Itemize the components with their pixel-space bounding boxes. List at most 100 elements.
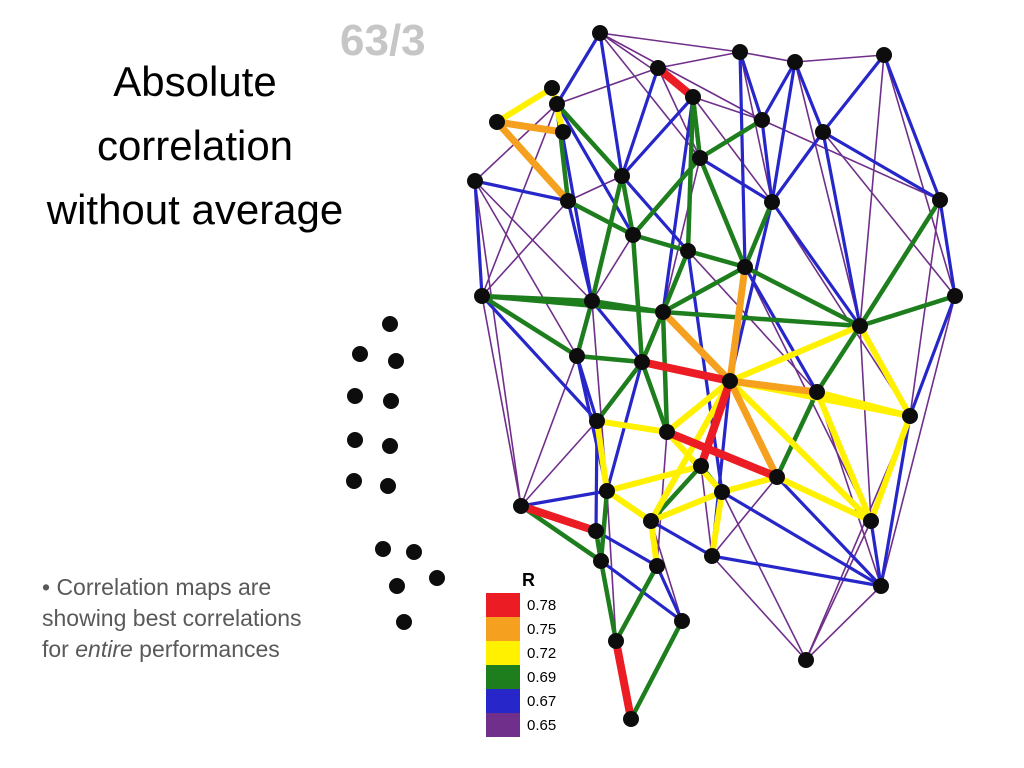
- graph-edge-blue: [661, 95, 695, 314]
- graph-node: [347, 388, 363, 404]
- graph-node: [406, 544, 422, 560]
- graph-edge-blue: [869, 519, 883, 588]
- graph-edge-yellow: [727, 323, 863, 384]
- graph-node: [513, 498, 529, 514]
- graph-edge-yellow: [814, 389, 874, 524]
- graph-edge-green: [660, 248, 691, 315]
- legend-label-green: 0.69: [527, 668, 557, 686]
- graph-node: [643, 513, 659, 529]
- graph-edge-blue: [555, 102, 635, 237]
- graph-node: [382, 316, 398, 332]
- graph-node: [589, 413, 605, 429]
- graph-edge-purple: [805, 585, 882, 661]
- graph-edge-purple: [700, 465, 713, 557]
- graph-edge-blue: [720, 490, 883, 588]
- graph-node: [569, 348, 585, 364]
- graph-edge-yellow: [594, 418, 610, 494]
- graph-node: [623, 711, 639, 727]
- legend-swatch-yellow: [486, 641, 520, 665]
- graph-edge-blue: [590, 299, 644, 364]
- slide-title: Absolute correlation without average: [46, 58, 344, 233]
- graph-edge-blue: [882, 53, 942, 202]
- graph-edge-purple: [794, 61, 861, 327]
- bullet-line-1: • Correlation maps are: [42, 574, 272, 600]
- graph-edge-blue: [738, 50, 747, 269]
- graph-node: [375, 541, 391, 557]
- graph-edge-yellow: [727, 378, 874, 524]
- slide-number: 63/3: [340, 16, 426, 65]
- graph-edge-green: [660, 264, 748, 315]
- graph-node: [685, 89, 701, 105]
- graph-edge-purple: [520, 420, 598, 507]
- graph-edge-orange: [726, 377, 781, 481]
- graph-edge-green: [685, 94, 696, 254]
- graph-edge-green: [613, 563, 660, 644]
- graph-edge-blue: [710, 554, 883, 588]
- graph-node: [902, 408, 918, 424]
- graph-edge-purple: [657, 51, 741, 69]
- graph-node: [876, 47, 892, 63]
- graph-node: [815, 124, 831, 140]
- graph-edge-purple: [739, 51, 796, 63]
- graph-edge-blue: [760, 118, 774, 204]
- graph-edge-yellow: [604, 488, 654, 524]
- graph-edge-green: [660, 309, 863, 329]
- graph-edge-red: [638, 358, 734, 385]
- graph-node: [732, 44, 748, 60]
- graph-edge-green: [742, 264, 863, 329]
- graph-edge-green: [630, 232, 645, 365]
- graph-edge-purple: [711, 476, 778, 557]
- graph-node: [429, 570, 445, 586]
- graph-node: [593, 553, 609, 569]
- graph-edge-purple: [567, 175, 623, 202]
- bullet-line-3-italic: entire: [75, 636, 133, 662]
- legend-row-purple: 0.65: [486, 713, 556, 737]
- legend-swatch-purple: [486, 713, 520, 737]
- legend-rows: 0.78 0.75 0.72 0.69 0.67 0.65: [486, 593, 556, 737]
- graph-node: [649, 558, 665, 574]
- graph-edge-blue: [770, 200, 862, 328]
- graph-edge-blue: [938, 198, 957, 298]
- graph-edge-green: [589, 298, 666, 315]
- graph-node: [798, 652, 814, 668]
- graph-edge-blue: [821, 130, 942, 202]
- graph-node: [347, 432, 363, 448]
- legend-swatch-orange: [486, 617, 520, 641]
- graph-node: [932, 192, 948, 208]
- graph-node: [560, 193, 576, 209]
- graph-node: [544, 80, 560, 96]
- graph-edge-green: [598, 488, 610, 564]
- graph-edge-purple: [761, 119, 941, 201]
- legend-label-yellow: 0.72: [527, 644, 557, 662]
- graph-edge-purple: [662, 157, 701, 313]
- graph-edge-blue: [655, 564, 684, 623]
- graph-edge-red: [612, 637, 635, 723]
- graph-node: [380, 478, 396, 494]
- graph-edge-blue: [594, 529, 659, 568]
- graph-edge-green: [598, 558, 619, 644]
- legend-swatch-blue: [486, 689, 520, 713]
- graph-node: [787, 54, 803, 70]
- bullet-line-3-pre: for: [42, 636, 76, 662]
- graph-edge-purple: [859, 54, 885, 327]
- graph-edge-blue: [775, 475, 883, 588]
- graph-edge-green: [685, 248, 748, 270]
- graph-node: [584, 293, 600, 309]
- graph-node: [382, 438, 398, 454]
- graph-edge-blue: [473, 179, 484, 298]
- legend-swatch-red: [486, 593, 520, 617]
- graph-edge-purple: [606, 490, 617, 642]
- graph-node: [863, 513, 879, 529]
- bullet-text: • Correlation maps are showing best corr…: [42, 572, 352, 665]
- graph-edge-green: [574, 298, 595, 359]
- legend-label-orange: 0.75: [527, 620, 557, 638]
- graph-edge-orange: [493, 118, 567, 136]
- graph-node: [388, 353, 404, 369]
- graph-edge-purple: [481, 295, 522, 507]
- graph-edge-purple: [711, 555, 807, 661]
- graph-node: [809, 384, 825, 400]
- bullet-line-2: showing best correlations: [42, 605, 302, 631]
- graph-edge-green: [697, 155, 748, 270]
- graph-edge-purple: [692, 96, 773, 203]
- graph-edge-blue: [620, 66, 660, 178]
